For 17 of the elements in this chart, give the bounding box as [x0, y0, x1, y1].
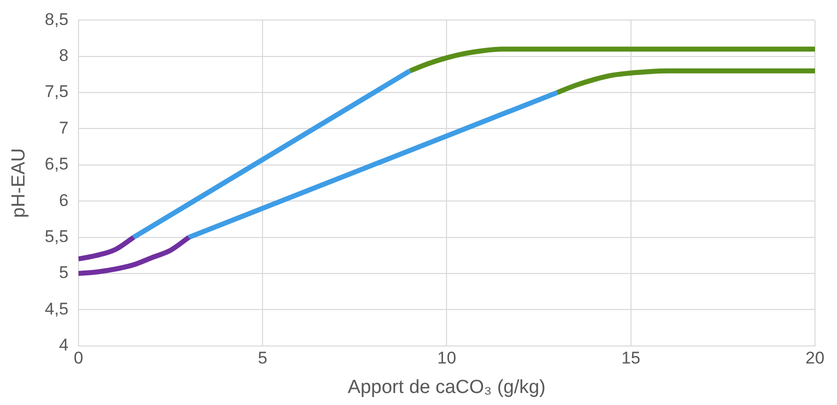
y-tick-label: 5,5	[44, 226, 68, 246]
x-tick-label: 0	[74, 348, 84, 368]
x-tick-label: 10	[437, 348, 456, 368]
x-axis-title: Apport de caCO₃ (g/kg)	[348, 376, 546, 398]
y-tick-label: 4	[58, 335, 68, 354]
y-tick-label: 7,5	[44, 82, 68, 102]
y-tick-label: 8	[58, 46, 68, 66]
x-tick-label: 5	[258, 348, 268, 368]
y-tick-label: 6,5	[44, 154, 68, 174]
y-tick-label: 7	[58, 118, 68, 138]
x-tick-label: 20	[806, 348, 824, 368]
x-tick-label: 15	[621, 348, 640, 368]
y-tick-label: 8,5	[44, 10, 68, 29]
y-tick-label: 4,5	[44, 299, 68, 318]
y-tick-label: 6	[58, 190, 68, 210]
y-axis-title: pH-EAU	[8, 148, 30, 218]
y-tick-label: 5	[58, 263, 68, 282]
